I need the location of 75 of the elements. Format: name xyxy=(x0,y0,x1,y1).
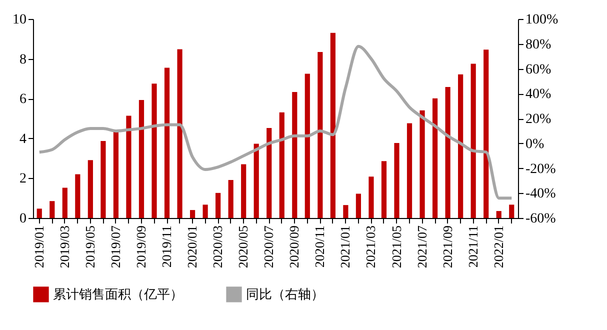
x-tick-label: 2021/11 xyxy=(465,226,480,268)
bar xyxy=(190,210,196,218)
y2-tick-label: -20% xyxy=(526,162,556,177)
bar xyxy=(164,68,170,218)
bar xyxy=(406,123,412,218)
x-tick-label: 2021/05 xyxy=(388,226,404,268)
bar xyxy=(152,84,157,218)
x-tick-label: 2020/01 xyxy=(184,226,200,268)
bar xyxy=(126,116,132,218)
y-tick-label: 6 xyxy=(20,92,26,108)
x-tick-label: 2019/01 xyxy=(31,226,46,268)
y2-tick-label: 80% xyxy=(526,37,552,52)
bar xyxy=(470,64,476,218)
bar xyxy=(88,160,93,218)
x-tick-label: 2019/03 xyxy=(56,226,72,268)
y2-tick-label: -40% xyxy=(526,186,556,202)
bar xyxy=(75,174,80,218)
bar xyxy=(254,144,259,218)
x-tick-label: 2022/01 xyxy=(490,226,506,268)
x-tick-label: 2021/03 xyxy=(363,226,378,268)
line-series xyxy=(38,44,514,200)
y-tick-label: 0 xyxy=(20,212,26,226)
x-tick-label: 2020/09 xyxy=(286,226,302,268)
y-tick-label: 2 xyxy=(20,172,26,187)
x-tick-label: 2020/03 xyxy=(210,226,226,268)
bar xyxy=(484,50,489,218)
bar xyxy=(343,205,348,218)
bar xyxy=(241,164,246,218)
bar xyxy=(113,132,119,218)
bar xyxy=(381,161,387,218)
x-tick-label: 2019/07 xyxy=(108,225,123,268)
x-tick-label: 2020/11 xyxy=(312,226,328,268)
bar xyxy=(445,87,450,218)
bar xyxy=(228,180,234,218)
bar xyxy=(420,110,425,218)
bar xyxy=(50,201,55,218)
x-tick-label: 2019/11 xyxy=(159,226,174,268)
bar xyxy=(36,208,42,218)
bar xyxy=(292,92,298,218)
x-tick-label: 2021/01 xyxy=(338,226,353,268)
bar xyxy=(202,204,208,218)
y2-tick-label: -60% xyxy=(526,212,556,226)
legend-label: 累计销售面积（亿平） xyxy=(53,286,183,302)
x-tick-label: 2020/07 xyxy=(261,225,276,268)
y-tick-label: 4 xyxy=(20,132,26,147)
legend-label: 同比（右轴） xyxy=(246,286,324,302)
bar xyxy=(509,204,514,218)
bar xyxy=(330,32,336,218)
y-tick-label: 10 xyxy=(12,12,26,28)
y2-tick-label: 60% xyxy=(526,62,552,78)
bar xyxy=(177,49,182,218)
bar xyxy=(318,52,323,218)
bar xyxy=(266,128,272,218)
bar xyxy=(138,100,144,218)
bar xyxy=(100,140,106,218)
bar xyxy=(432,98,438,218)
bar xyxy=(62,188,68,218)
bar xyxy=(368,176,374,218)
x-tick-label: 2019/05 xyxy=(82,226,98,268)
bar xyxy=(458,74,464,218)
y2-tick-label: 0% xyxy=(526,136,544,152)
y2-tick-label: 100% xyxy=(526,12,558,28)
y2-tick-label: 40% xyxy=(526,87,552,102)
bar xyxy=(279,112,284,218)
x-tick-label: 2021/09 xyxy=(440,226,455,268)
bar xyxy=(356,194,362,218)
x-tick-label: 2019/09 xyxy=(133,226,148,268)
x-tick-label: 2020/05 xyxy=(236,226,251,268)
bar xyxy=(216,192,221,218)
y-tick-label: 8 xyxy=(20,52,26,68)
x-tick-label: 2021/07 xyxy=(414,225,430,268)
bar xyxy=(496,211,502,218)
bar xyxy=(394,142,400,218)
bar xyxy=(304,74,310,218)
y2-tick-label: 20% xyxy=(526,112,552,127)
